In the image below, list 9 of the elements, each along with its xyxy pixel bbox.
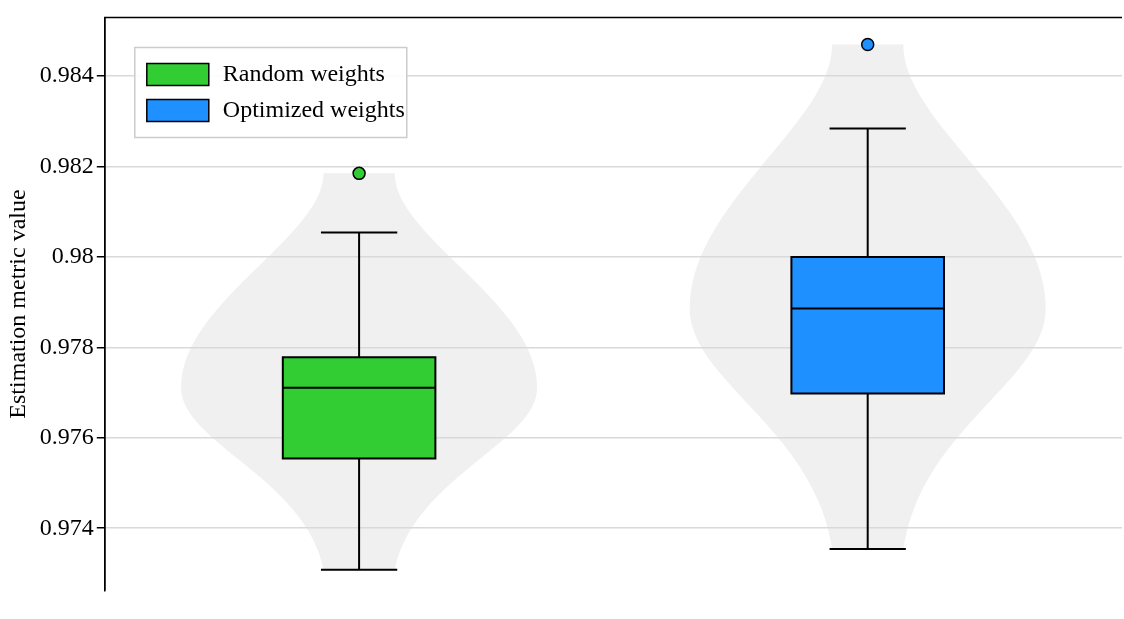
y-tick-label: 0.974 (39, 513, 94, 540)
y-tick-label: 0.976 (39, 423, 94, 450)
legend-label: Random weights (222, 59, 385, 86)
y-tick-label: 0.98 (51, 242, 94, 269)
y-axis-title: Estimation metric value (3, 189, 30, 419)
y-tick-label: 0.978 (39, 332, 94, 359)
y-tick-label: 0.982 (39, 151, 94, 178)
y-tick-label: 0.984 (39, 61, 94, 88)
legend-label: Optimized weights (222, 95, 405, 122)
